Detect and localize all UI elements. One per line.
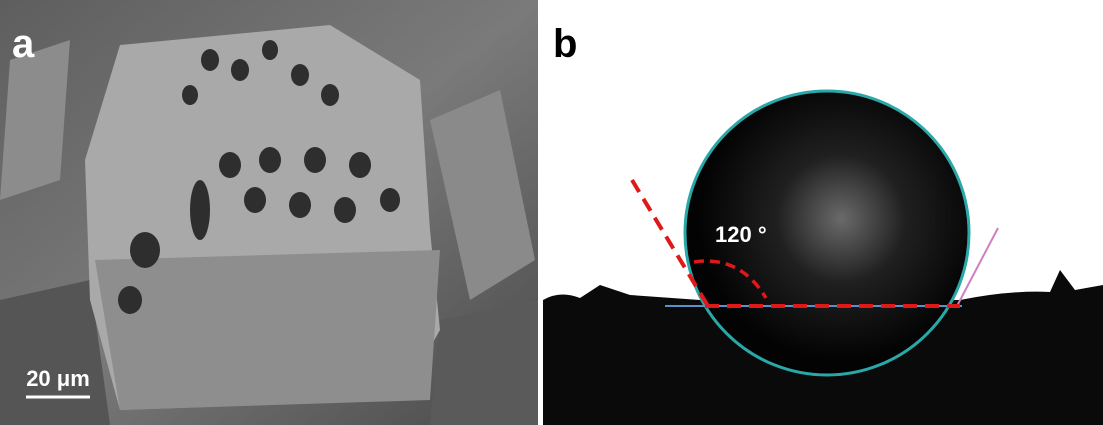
sem-panel: 20 μm a [0,0,538,425]
contact-angle-panel: 120 ° b [543,0,1103,425]
panel-label: a [12,22,35,66]
sem-flake [0,40,70,200]
panel-label: b [553,22,577,66]
figure: 20 μm a 120 ° b [0,0,1103,425]
angle-label: 120 ° [715,222,767,247]
particle-layers [95,250,440,410]
sem-flake [430,300,538,425]
page: {"panels": [ {"label": "a", "scale_bar":… [0,0,1103,425]
scale-bar-label: 20 μm [26,366,90,391]
